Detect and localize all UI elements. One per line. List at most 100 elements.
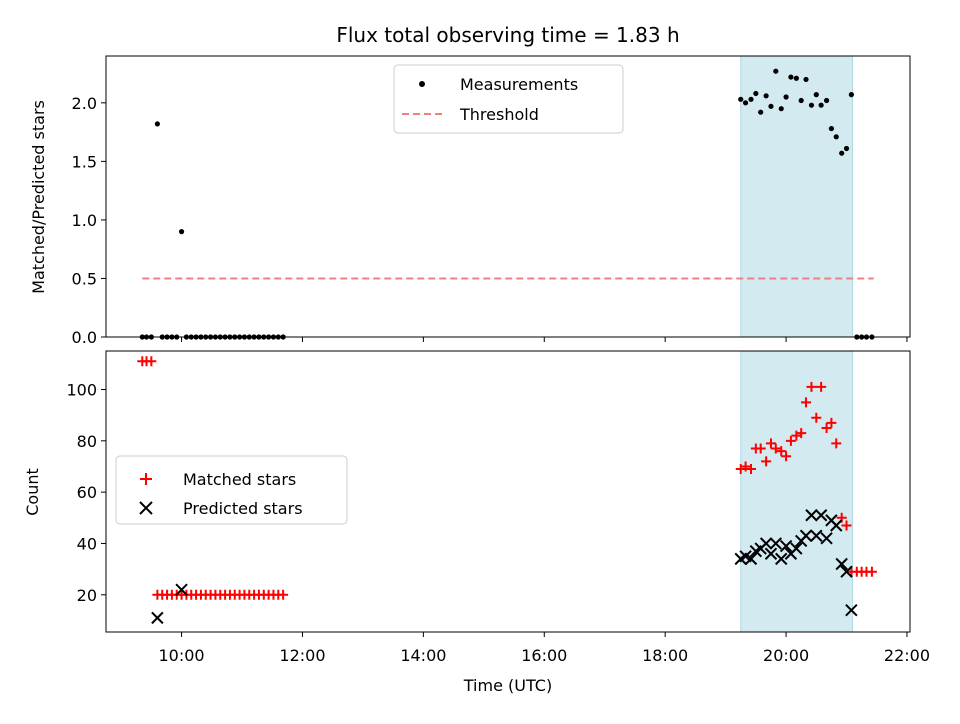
top-shaded-interval <box>740 55 854 338</box>
predicted-star-point-0 <box>151 611 164 625</box>
measurement-point-49 <box>833 134 839 140</box>
top-y-ticks: 0.0 0.5 1.0 1.5 2.0 <box>72 94 106 347</box>
measurement-point-31 <box>742 100 749 106</box>
matched-star-point-44 <box>806 381 817 392</box>
top-panel: 0.00.51.01.52.0 Matched/Predicted stars … <box>29 55 911 347</box>
top-measurements-layer <box>139 68 875 340</box>
measurement-point-48 <box>828 125 835 132</box>
bot-ytick-label-3: 80 <box>77 432 97 451</box>
xtick-label-3: 16:00 <box>521 646 567 665</box>
top-axes-frame <box>105 55 911 338</box>
bot-shaded-interval <box>740 350 854 633</box>
top-y-axis-label: Matched/Predicted stars <box>29 100 48 294</box>
bot-ytick-label-1: 40 <box>77 534 97 553</box>
measurement-point-47 <box>823 97 830 104</box>
matched-star-point-51 <box>841 520 852 531</box>
top-legend-box <box>393 64 624 134</box>
measurement-point-35 <box>763 93 769 99</box>
measurement-point-8 <box>178 229 185 235</box>
measurement-point-50 <box>839 150 845 156</box>
xtick-label-0: 10:00 <box>159 646 205 665</box>
predicted-star-point-9 <box>769 537 783 550</box>
measurement-point-3 <box>154 121 160 127</box>
matched-star-point-48 <box>826 417 837 428</box>
matched-star-point-39 <box>781 451 792 462</box>
top-legend: Measurements Threshold <box>393 64 624 134</box>
matched-star-point-34 <box>755 443 766 454</box>
bottom-panel: 20 40 60 80 100 10:00 12:00 14:00 16:00 18:00 20:… <box>23 350 930 695</box>
predicted-star-point-7 <box>759 537 773 550</box>
x-axis-label: Time (UTC) <box>463 676 552 695</box>
predicted-star-point-21 <box>830 519 843 532</box>
bottom-y-ticks: 20 40 60 80 100 <box>66 380 106 605</box>
matched-star-point-47 <box>821 422 832 433</box>
matched-star-point-2 <box>146 356 157 367</box>
bottom-axes-frame <box>105 350 911 633</box>
measurement-point-37 <box>773 68 779 74</box>
predicted-star-point-23 <box>840 565 853 578</box>
chart-title: Flux total observing time = 1.83 h <box>336 23 679 47</box>
measurement-point-44 <box>808 102 815 108</box>
top-ytick-label-4: 2.0 <box>72 94 97 113</box>
measurement-point-46 <box>818 102 824 108</box>
measurement-point-51 <box>843 145 850 152</box>
measurement-point-33 <box>753 90 759 97</box>
measurement-point-40 <box>788 74 794 80</box>
predicted-star-point-22 <box>835 557 848 571</box>
top-x-ticks <box>181 337 908 342</box>
measurement-point-34 <box>758 109 764 115</box>
predicted-star-point-15 <box>799 529 813 542</box>
measurement-point-43 <box>803 76 809 83</box>
legend-matched-marker <box>140 473 152 485</box>
measurement-point-39 <box>783 94 789 100</box>
matched-star-point-31 <box>740 461 751 472</box>
matched-star-point-35 <box>761 456 772 467</box>
top-ytick-label-1: 0.5 <box>72 269 97 288</box>
legend-measurements-marker <box>419 81 425 87</box>
bot-ytick-label-2: 60 <box>77 483 97 502</box>
predicted-star-point-16 <box>805 509 818 522</box>
legend-matched-label: Matched stars <box>183 470 296 489</box>
measurement-point-36 <box>768 103 774 109</box>
measurement-point-41 <box>793 75 799 81</box>
predicted-star-point-19 <box>820 532 833 545</box>
predicted-star-point-13 <box>790 542 803 555</box>
matched-star-point-29 <box>278 589 289 600</box>
matched-star-point-37 <box>770 443 781 454</box>
top-shaded-region-layer <box>740 55 854 338</box>
matched-star-point-36 <box>765 438 776 449</box>
matched-star-point-56 <box>866 566 877 577</box>
matched-star-point-32 <box>746 464 757 475</box>
bottom-legend-box <box>115 455 348 525</box>
predicted-star-point-24 <box>845 603 858 617</box>
measurement-point-42 <box>798 97 804 104</box>
measurement-point-30 <box>738 96 744 102</box>
top-ytick-label-3: 1.5 <box>72 152 97 171</box>
predicted-star-point-8 <box>764 547 778 560</box>
xtick-label-2: 14:00 <box>400 646 446 665</box>
bottom-y-axis-label: Count <box>23 468 42 516</box>
bottom-shaded-region-layer <box>740 350 854 633</box>
matched-star-point-49 <box>831 438 842 449</box>
bottom-predicted-stars-layer <box>151 509 858 625</box>
measurement-point-52 <box>848 92 854 98</box>
predicted-star-point-17 <box>810 529 823 542</box>
legend-measurements-label: Measurements <box>460 75 578 94</box>
measurement-point-38 <box>778 106 784 112</box>
top-ytick-label-0: 0.0 <box>72 328 97 347</box>
bottom-x-ticks: 10:00 12:00 14:00 16:00 18:00 20:00 22:00 <box>159 632 930 665</box>
matched-star-point-42 <box>796 428 807 439</box>
measurement-point-32 <box>748 96 754 102</box>
matched-star-point-45 <box>811 412 822 423</box>
predicted-star-point-10 <box>775 552 788 566</box>
bot-ytick-label-4: 100 <box>66 380 97 399</box>
top-ytick-label-2: 1.0 <box>72 211 97 230</box>
xtick-label-5: 20:00 <box>763 646 809 665</box>
xtick-label-4: 18:00 <box>642 646 688 665</box>
matched-star-point-43 <box>801 397 812 408</box>
bottom-matched-stars-layer <box>137 356 877 600</box>
predicted-star-point-18 <box>814 509 828 522</box>
xtick-label-6: 22:00 <box>884 646 930 665</box>
predicted-star-point-4 <box>744 552 758 566</box>
